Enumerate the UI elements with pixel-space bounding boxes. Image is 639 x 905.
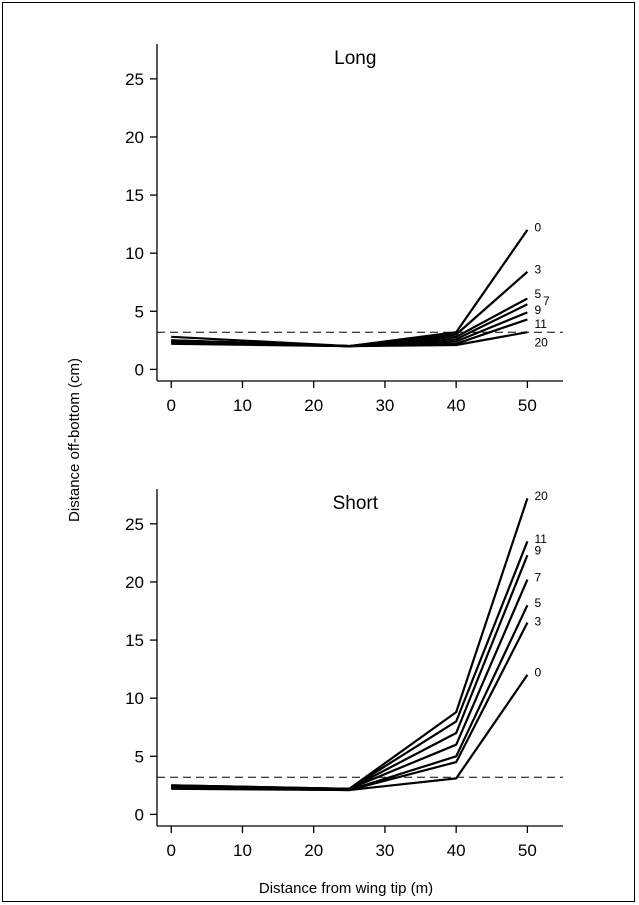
panel-short-series-label: 0 xyxy=(535,666,542,680)
panel-short-y-tick-label: 10 xyxy=(125,689,144,708)
panel-long-series-label: 3 xyxy=(535,262,542,276)
panel-short-series-line-5 xyxy=(171,604,529,792)
panel-short-y-tick-label: 15 xyxy=(125,631,144,650)
panel-short-series-line-7 xyxy=(171,579,529,790)
panel-long-y-tick-label: 10 xyxy=(125,244,144,263)
panel-short-series-line-3 xyxy=(171,622,529,792)
y-axis-label: Distance off-bottom (cm) xyxy=(66,358,83,522)
panel-long-x-tick-label: 20 xyxy=(304,396,323,415)
panel-long-y-tick-label: 5 xyxy=(135,302,144,321)
panel-short-x-tick-label: 10 xyxy=(233,841,252,860)
panel-short-x-tick-label: 40 xyxy=(447,841,466,860)
panel-short-series-label: 5 xyxy=(535,596,542,610)
panel-long-series-line-0 xyxy=(171,229,529,348)
panel-long-series-label: 0 xyxy=(535,221,542,235)
panel-short-y-tick-label: 0 xyxy=(135,805,144,824)
panel-short-series-label: 7 xyxy=(535,570,542,584)
panel-long-series-label: 20 xyxy=(535,336,549,350)
panel-short-x-tick-label: 50 xyxy=(518,841,537,860)
panel-long-y-tick-label: 15 xyxy=(125,186,144,205)
panel-long-series-label: 11 xyxy=(535,317,548,331)
panel-long-x-tick-label: 30 xyxy=(375,396,394,415)
panel-short-y-tick-label: 25 xyxy=(125,515,144,534)
panel-short-y-tick-label: 20 xyxy=(125,573,144,592)
panel-short-series-label: 9 xyxy=(535,544,542,558)
panel-short-series-line-20 xyxy=(171,497,529,790)
panel-long-series-label: 7 xyxy=(543,294,550,308)
panel-short-x-tick-label: 20 xyxy=(304,841,323,860)
panel-short-title: Short xyxy=(333,493,379,514)
panel-long-x-tick-label: 50 xyxy=(518,396,537,415)
panel-short-series-line-0 xyxy=(171,674,529,792)
panel-short-series-label: 11 xyxy=(535,532,548,546)
panel-long-series-line-20 xyxy=(171,331,528,348)
panel-long-y-tick-label: 20 xyxy=(125,128,144,147)
panel-long-y-tick-label: 25 xyxy=(125,70,144,89)
panel-long-x-tick-label: 0 xyxy=(167,396,176,415)
panel-long-x-tick-label: 40 xyxy=(447,396,466,415)
panel-long-title: Long xyxy=(334,48,376,69)
panel-short-series-label: 20 xyxy=(535,489,549,503)
panel-long-x-tick-label: 10 xyxy=(233,396,252,415)
panel-long-series-label: 9 xyxy=(535,303,542,317)
panel-short-x-tick-label: 30 xyxy=(375,841,394,860)
panel-long-series-label: 5 xyxy=(535,287,542,301)
panel-long-y-tick-label: 0 xyxy=(135,360,144,379)
x-axis-label: Distance from wing tip (m) xyxy=(259,880,433,897)
panel-short-series-label: 3 xyxy=(535,614,542,628)
panel-short-x-tick-label: 0 xyxy=(167,841,176,860)
panel-short-y-tick-label: 5 xyxy=(135,747,144,766)
